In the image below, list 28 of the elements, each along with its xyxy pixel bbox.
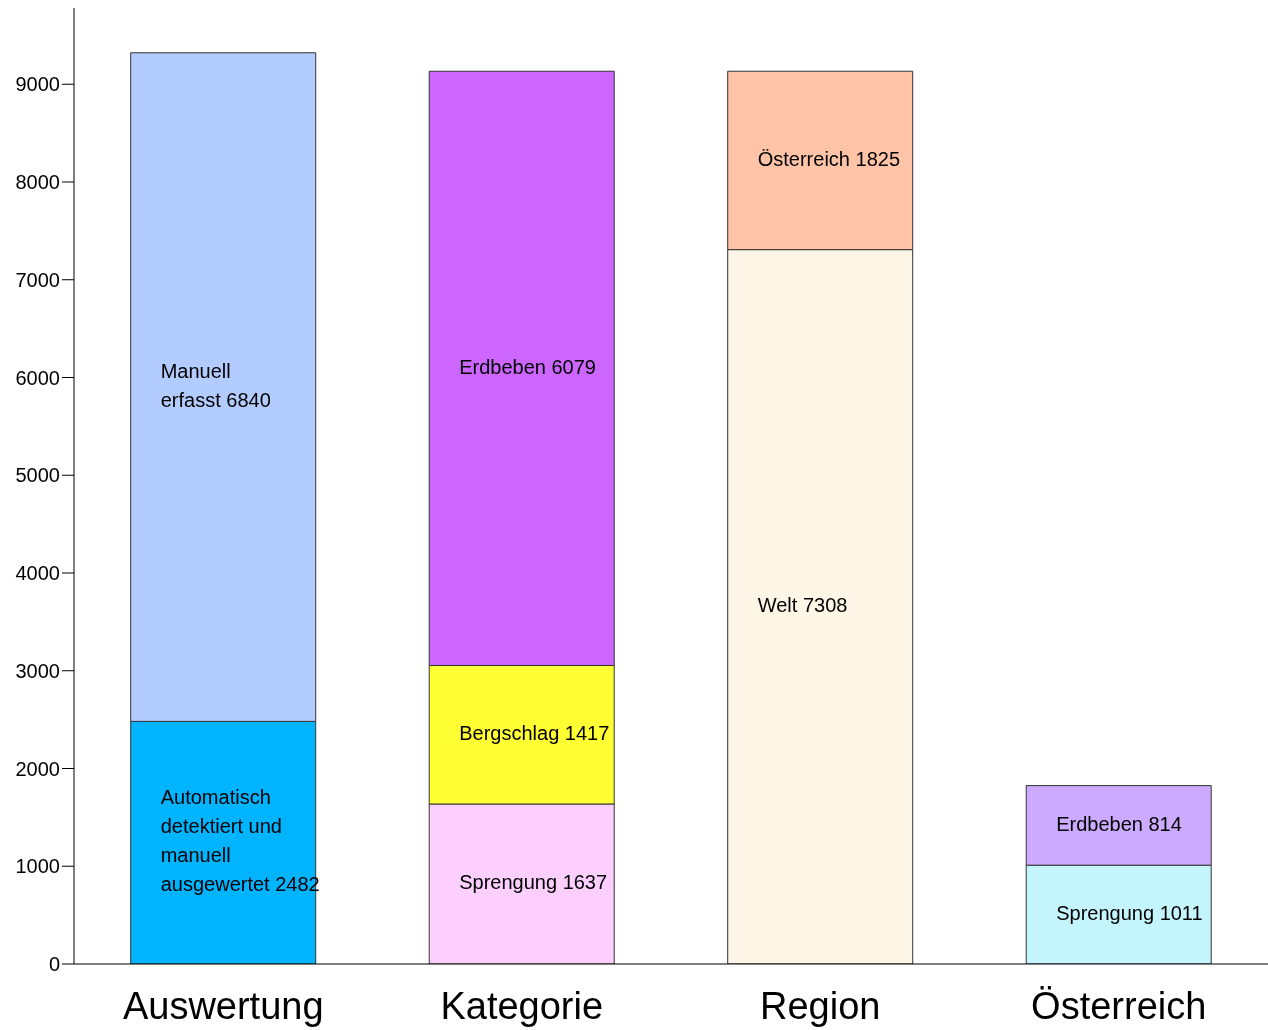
data-label: 1011 [1159,901,1203,924]
y-tick-label: 8000 [15,171,60,194]
y-tick-label: 7000 [15,268,60,291]
data-label: 6079 [551,355,597,378]
y-tick-label: 3000 [15,659,60,682]
y-tick-label: 5000 [15,464,60,487]
series-label: Sprengung [459,871,558,894]
x-tick-label: Auswertung [122,984,324,1027]
series-label: Erdbeben [459,355,546,378]
series-label: Welt [757,594,798,617]
data-label: 1417 [564,722,610,745]
data-label: 814 [1148,812,1182,835]
series-label: Bergschlag [459,722,560,745]
y-tick-label: 4000 [15,562,60,585]
data-label: 1825 [855,147,901,170]
y-tick-label: 2000 [15,757,60,780]
y-tick-label: 1000 [15,855,60,878]
series-label: Österreich [757,147,850,170]
x-tick-label: Kategorie [440,984,604,1027]
y-tick-label: 6000 [15,366,60,389]
series-label: Sprengung [1056,901,1155,924]
x-tick-label: Österreich [1031,984,1207,1027]
y-tick-label: 0 [48,953,60,976]
data-label: 1637 [562,871,608,894]
series-label: Erdbeben [1056,812,1143,835]
y-tick-label: 9000 [15,73,60,96]
data-label: 7308 [802,594,848,617]
x-tick-label: Region [760,984,881,1027]
